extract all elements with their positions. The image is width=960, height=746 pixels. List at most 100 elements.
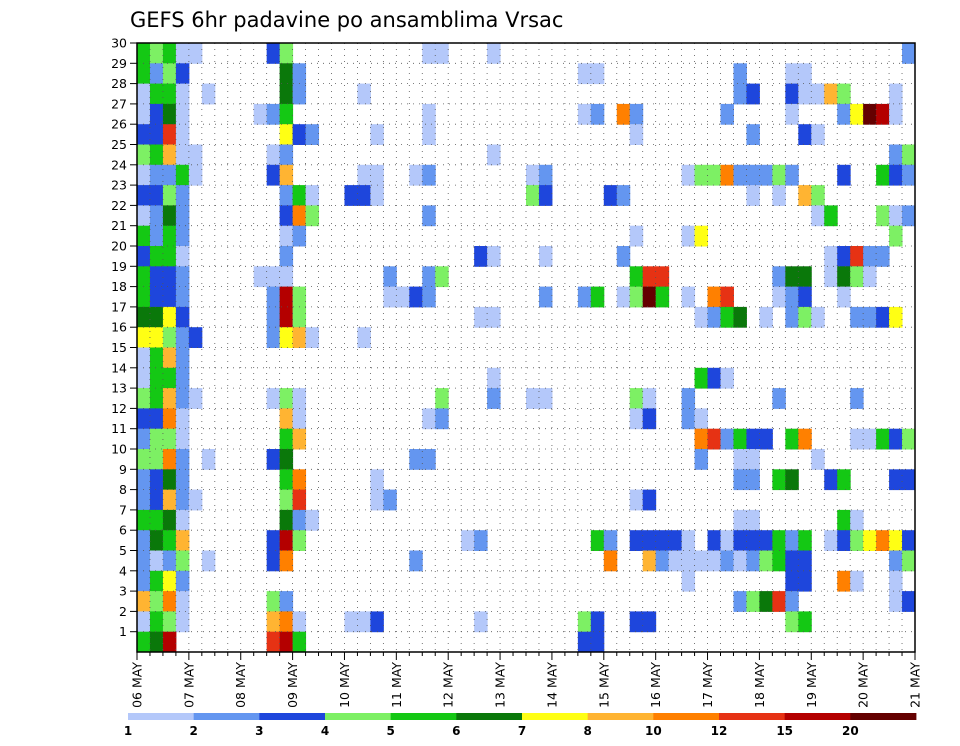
y-tick-label: 25 (111, 137, 127, 152)
heatmap-cell (175, 103, 190, 125)
x-tick-label: 07 MAY (181, 662, 196, 708)
heatmap-cell (149, 83, 164, 105)
heatmap-cell (162, 63, 177, 85)
heatmap-cell (720, 286, 734, 308)
heatmap-cell (149, 631, 164, 653)
heatmap-cell (279, 489, 294, 511)
heatmap-cell (162, 43, 177, 64)
heatmap-cell (137, 286, 151, 308)
heatmap-cell (188, 489, 203, 511)
heatmap-cell (162, 205, 177, 227)
heatmap-cell (590, 631, 605, 653)
heatmap-cell (162, 103, 177, 125)
heatmap-cell (889, 83, 903, 105)
heatmap-cell (733, 63, 747, 85)
heatmap-cell (720, 550, 734, 572)
heatmap-cell (292, 63, 307, 85)
heatmap-cell (162, 449, 177, 470)
heatmap-cell (694, 550, 709, 572)
heatmap-cell (149, 63, 164, 85)
y-tick-label: 4 (119, 563, 127, 578)
legend-swatch (653, 713, 720, 720)
heatmap-cell (201, 83, 216, 105)
heatmap-cell (137, 347, 151, 369)
heatmap-cell (772, 388, 786, 409)
heatmap-cell (785, 550, 799, 572)
heatmap-cell (162, 509, 177, 531)
heatmap-cell (850, 306, 864, 328)
heatmap-cell (681, 388, 696, 409)
heatmap-cell (746, 550, 760, 572)
heatmap-cell (629, 124, 644, 145)
heatmap-cell (746, 124, 760, 145)
y-tick-label: 27 (111, 96, 127, 111)
heatmap-cell (149, 428, 164, 450)
x-tick-label: 18 MAY (752, 662, 767, 708)
heatmap-cell (344, 611, 358, 633)
heatmap-cell (876, 164, 890, 186)
heatmap-cell (850, 570, 864, 592)
legend: 1 2 3 4 5 6 7 8 10 12 15 20 (124, 713, 917, 738)
heatmap-cell (876, 103, 890, 125)
x-tick-label-group: 18 MAY (752, 662, 767, 708)
heatmap-cell (798, 63, 812, 85)
heatmap-cell (798, 286, 812, 308)
heatmap-cell (137, 103, 151, 125)
y-tick-label: 9 (119, 462, 127, 477)
heatmap-cell (279, 509, 294, 531)
heatmap-cell (759, 530, 773, 551)
legend-label: 3 (255, 724, 263, 738)
heatmap-cell (279, 530, 294, 551)
heatmap-cell (292, 509, 307, 531)
y-tick-label: 13 (111, 381, 127, 396)
heatmap-cell (461, 530, 475, 551)
heatmap-cell (577, 631, 592, 653)
legend-swatch (390, 713, 457, 720)
heatmap-cell (137, 327, 151, 348)
legend-label: 7 (518, 724, 526, 738)
heatmap-cell (188, 144, 203, 166)
heatmap-cell (175, 63, 190, 85)
heatmap-cell (175, 509, 190, 531)
y-tick-label: 14 (111, 360, 127, 375)
heatmap-cell (175, 246, 190, 267)
heatmap-cell (837, 266, 851, 288)
legend-label: 8 (583, 724, 591, 738)
heatmap-cell (357, 327, 371, 348)
x-tick-label-group: 09 MAY (285, 662, 300, 708)
heatmap-cell (279, 591, 294, 612)
heatmap-cell (137, 611, 151, 633)
heatmap-cell (266, 43, 281, 64)
heatmap-cell (474, 530, 488, 551)
heatmap-cell (162, 286, 177, 308)
heatmap-cell (137, 266, 151, 288)
heatmap-cell (137, 367, 151, 389)
heatmap-cell (616, 103, 631, 125)
heatmap-cell (292, 225, 307, 247)
y-tick-label: 29 (111, 56, 127, 71)
heatmap-cell (824, 266, 838, 288)
x-tick-label-group: 20 MAY (856, 662, 871, 708)
heatmap-cell (811, 306, 825, 328)
heatmap-cell (785, 469, 799, 491)
heatmap-cell (487, 144, 501, 166)
heatmap-cell (837, 570, 851, 592)
y-tick-label: 1 (119, 624, 127, 639)
heatmap-cell (837, 469, 851, 491)
heatmap-cell (409, 164, 423, 186)
heatmap-cell (137, 124, 151, 145)
heatmap-cell (694, 428, 709, 450)
heatmap-cell (279, 286, 294, 308)
heatmap-cell (266, 164, 281, 186)
heatmap-cell (162, 530, 177, 551)
heatmap-cell (279, 550, 294, 572)
heatmap-cell (292, 185, 307, 206)
heatmap-cell (383, 286, 397, 308)
heatmap-cell (681, 225, 696, 247)
heatmap-cell (279, 225, 294, 247)
heatmap-cell (162, 266, 177, 288)
heatmap-cell (292, 124, 307, 145)
heatmap-cell (681, 550, 696, 572)
heatmap-cell (409, 449, 423, 470)
